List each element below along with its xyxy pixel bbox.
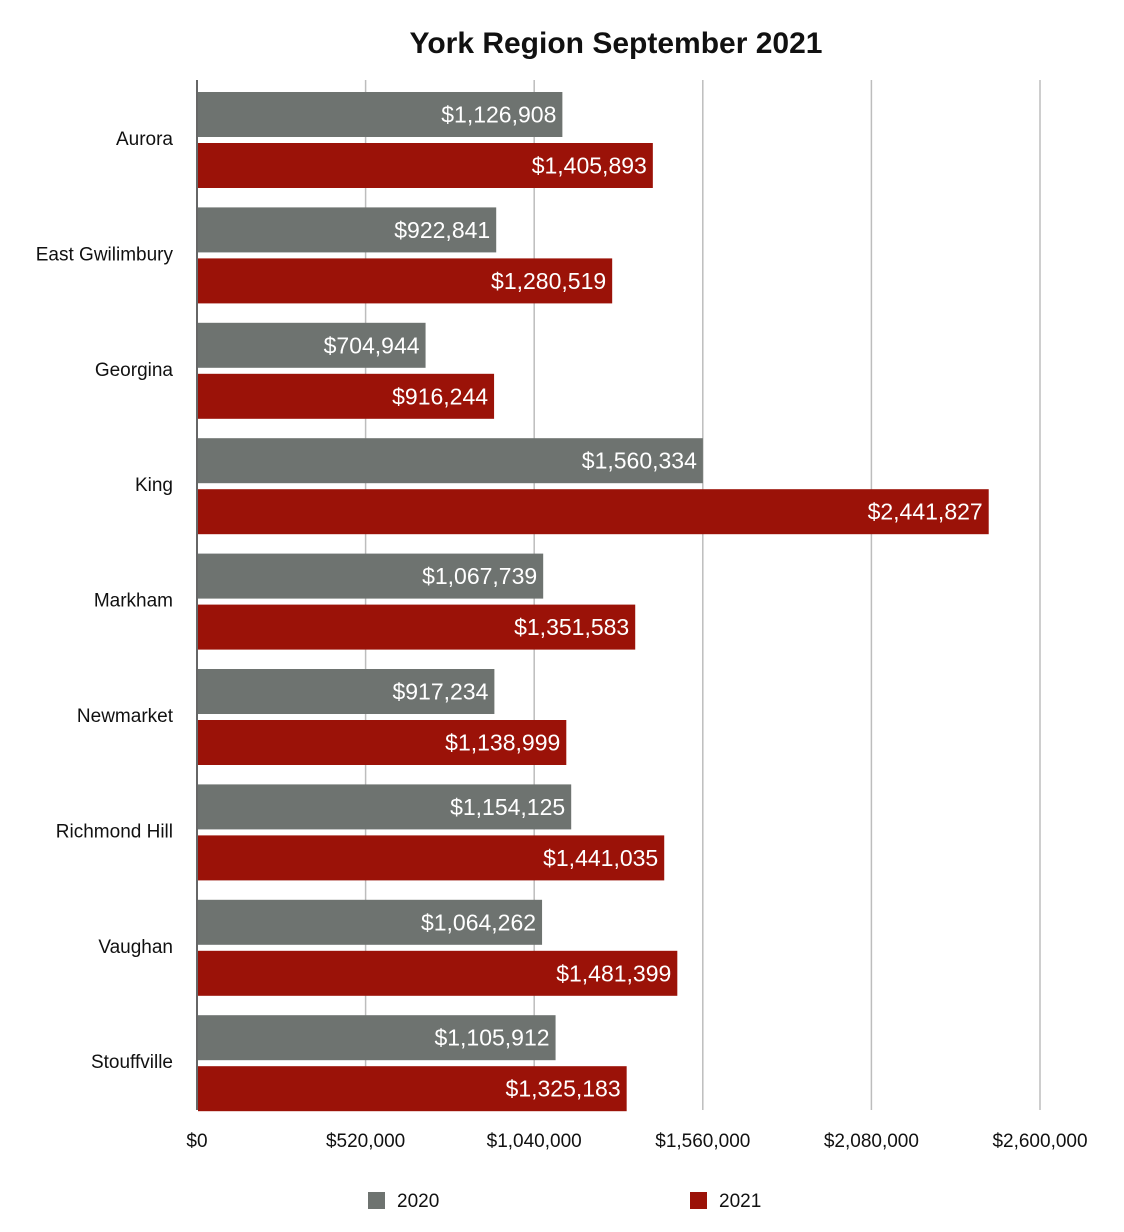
bar-2020-vaughan bbox=[198, 899, 543, 945]
data-label: $1,064,262 bbox=[421, 909, 536, 935]
x-tick-label: $520,000 bbox=[326, 1131, 405, 1152]
data-label: $1,280,519 bbox=[491, 268, 606, 294]
x-axis-ticks: $0 $520,000 $1,040,000 $1,560,000 $2,080,000… bbox=[186, 1131, 1087, 1152]
data-label: $922,841 bbox=[394, 217, 490, 243]
data-label: $1,405,893 bbox=[532, 153, 647, 179]
data-label: $1,138,999 bbox=[445, 730, 560, 756]
x-tick-label: $2,080,000 bbox=[824, 1131, 919, 1152]
x-tick-label: $1,560,000 bbox=[655, 1131, 750, 1152]
data-label: $1,481,399 bbox=[556, 960, 671, 986]
bar-2021-stouffville bbox=[198, 1066, 627, 1112]
data-label: $1,560,334 bbox=[582, 448, 697, 474]
data-label: $1,067,739 bbox=[422, 563, 537, 589]
legend-swatch-2020 bbox=[368, 1192, 385, 1209]
bar-2020-markham bbox=[198, 553, 544, 599]
category-label: Richmond Hill bbox=[56, 821, 173, 842]
data-label: $1,441,035 bbox=[543, 845, 658, 871]
x-tick-label: $0 bbox=[186, 1131, 207, 1152]
bar-2021-vaughan bbox=[198, 950, 678, 996]
data-label: $917,234 bbox=[392, 679, 488, 705]
bar-2021-richmond-hill bbox=[198, 835, 665, 881]
bar-2020-king bbox=[198, 438, 703, 484]
bar-2021-markham bbox=[198, 604, 636, 650]
category-label: Stouffville bbox=[91, 1052, 173, 1073]
data-label: $1,351,583 bbox=[514, 614, 629, 640]
category-label: Vaughan bbox=[98, 937, 173, 958]
legend-swatch-2021 bbox=[690, 1192, 707, 1209]
data-label: $704,944 bbox=[324, 332, 420, 358]
bar-2020-stouffville bbox=[198, 1015, 556, 1061]
bar-2021-king bbox=[198, 489, 989, 535]
data-label: $1,154,125 bbox=[450, 794, 565, 820]
bar-2021-aurora bbox=[198, 143, 653, 188]
x-tick-label: $1,040,000 bbox=[487, 1131, 582, 1152]
category-label: Newmarket bbox=[77, 706, 174, 727]
bar-2020-newmarket bbox=[198, 669, 495, 714]
legend: 2020 2021 bbox=[368, 1191, 761, 1212]
category-label: Aurora bbox=[116, 129, 173, 150]
data-label: $1,126,908 bbox=[441, 102, 556, 128]
legend-label-2020: 2020 bbox=[397, 1191, 439, 1212]
x-tick-label: $2,600,000 bbox=[992, 1131, 1087, 1152]
data-label: $1,105,912 bbox=[434, 1025, 549, 1051]
bar-2021-newmarket bbox=[198, 720, 567, 765]
bar-2021-east-gwilimbury bbox=[198, 258, 613, 304]
bar-2020-richmond-hill bbox=[198, 784, 572, 830]
bar-2020-georgina bbox=[198, 322, 426, 368]
legend-label-2021: 2021 bbox=[719, 1191, 761, 1212]
data-label: $916,244 bbox=[392, 383, 488, 409]
bar-2020-aurora bbox=[198, 92, 563, 137]
chart-title: York Region September 2021 bbox=[410, 27, 823, 60]
bar-2021-georgina bbox=[198, 373, 495, 419]
category-labels: Aurora East Gwilimbury Georgina King Markham… bbox=[36, 129, 174, 1073]
bar-2020-east-gwilimbury bbox=[198, 207, 497, 253]
category-label: Markham bbox=[94, 591, 173, 612]
category-label: East Gwilimbury bbox=[36, 244, 174, 265]
category-label: Georgina bbox=[95, 360, 174, 381]
data-label: $1,325,183 bbox=[506, 1076, 621, 1102]
category-label: King bbox=[135, 475, 173, 496]
bars: $1,126,908 $1,405,893 $922,841$1,280,519 $7… bbox=[198, 92, 989, 1112]
data-label: $2,441,827 bbox=[868, 499, 983, 525]
